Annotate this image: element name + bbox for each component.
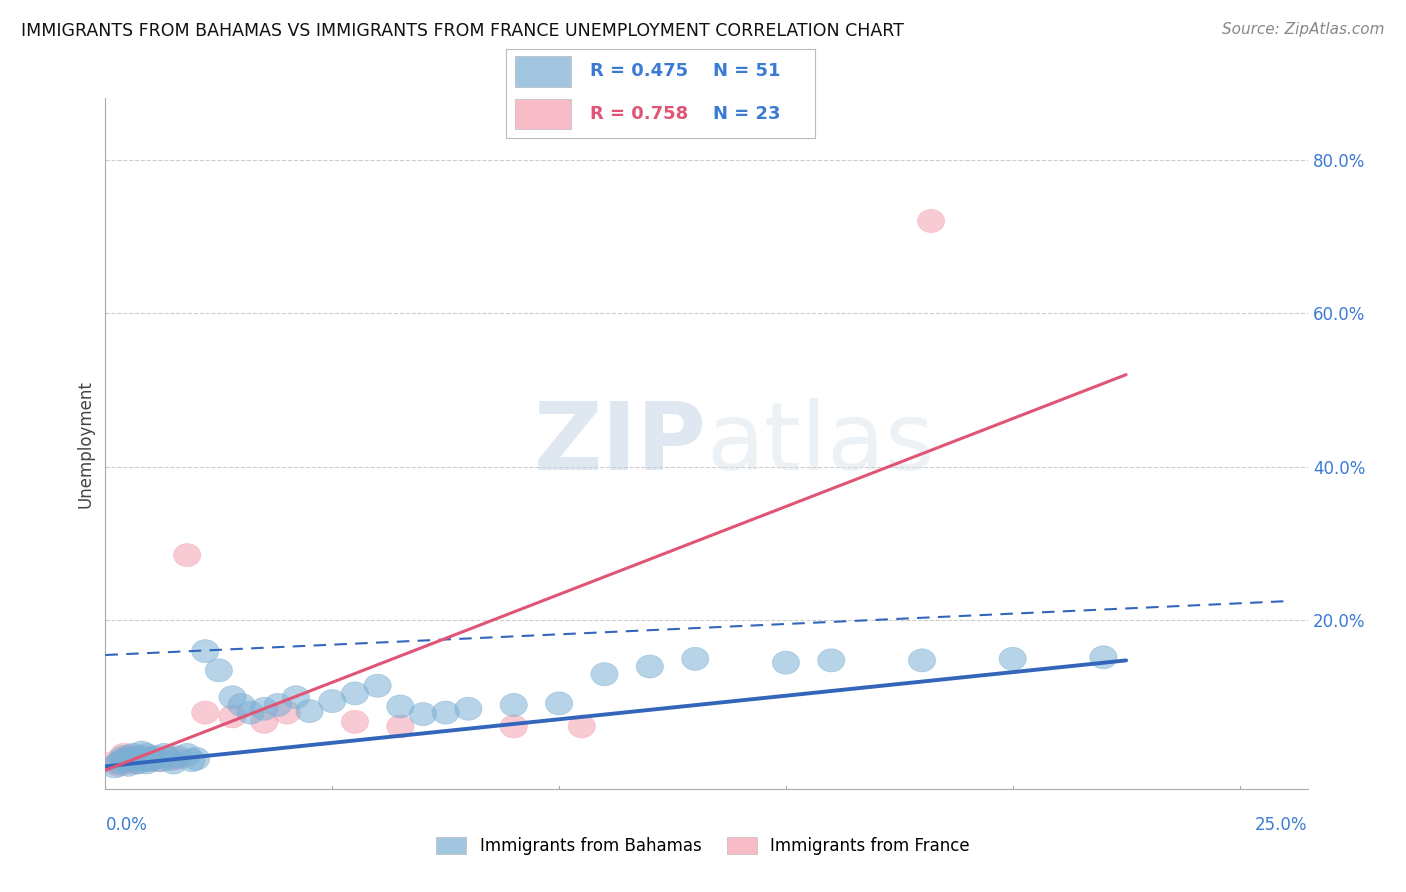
Ellipse shape [283, 686, 309, 709]
Ellipse shape [128, 746, 155, 769]
Ellipse shape [179, 748, 205, 772]
Text: IMMIGRANTS FROM BAHAMAS VS IMMIGRANTS FROM FRANCE UNEMPLOYMENT CORRELATION CHART: IMMIGRANTS FROM BAHAMAS VS IMMIGRANTS FR… [21, 22, 904, 40]
Ellipse shape [501, 714, 527, 738]
Text: Source: ZipAtlas.com: Source: ZipAtlas.com [1222, 22, 1385, 37]
Ellipse shape [364, 674, 391, 698]
Ellipse shape [165, 746, 191, 769]
Ellipse shape [173, 743, 201, 766]
Ellipse shape [297, 699, 323, 723]
Ellipse shape [238, 701, 264, 724]
Ellipse shape [173, 543, 201, 566]
Ellipse shape [250, 710, 278, 733]
Ellipse shape [110, 746, 138, 769]
Ellipse shape [132, 748, 160, 772]
Ellipse shape [110, 743, 138, 766]
Ellipse shape [101, 755, 128, 778]
Ellipse shape [146, 748, 173, 772]
Ellipse shape [319, 690, 346, 713]
Ellipse shape [138, 748, 165, 772]
Ellipse shape [387, 695, 413, 718]
Ellipse shape [250, 698, 278, 721]
Ellipse shape [636, 655, 664, 678]
Ellipse shape [142, 746, 169, 769]
Ellipse shape [273, 701, 301, 724]
Ellipse shape [183, 747, 209, 770]
Ellipse shape [908, 648, 935, 672]
Ellipse shape [110, 748, 138, 772]
Ellipse shape [120, 743, 146, 766]
Ellipse shape [132, 751, 160, 774]
Text: R = 0.475: R = 0.475 [589, 62, 688, 80]
Ellipse shape [432, 701, 460, 724]
Ellipse shape [591, 663, 619, 686]
Ellipse shape [105, 751, 132, 774]
Ellipse shape [120, 748, 146, 772]
Ellipse shape [818, 648, 845, 672]
Ellipse shape [101, 751, 128, 774]
Text: atlas: atlas [707, 398, 935, 490]
Ellipse shape [682, 648, 709, 671]
Text: N = 51: N = 51 [713, 62, 780, 80]
Ellipse shape [138, 747, 165, 770]
Ellipse shape [124, 751, 150, 774]
Ellipse shape [191, 640, 219, 663]
Ellipse shape [772, 651, 800, 674]
Ellipse shape [1000, 648, 1026, 671]
Ellipse shape [132, 743, 160, 766]
Ellipse shape [228, 693, 254, 716]
Ellipse shape [409, 703, 437, 726]
Legend: Immigrants from Bahamas, Immigrants from France: Immigrants from Bahamas, Immigrants from… [430, 830, 976, 862]
Ellipse shape [124, 746, 150, 769]
Ellipse shape [110, 748, 138, 772]
Ellipse shape [501, 693, 527, 716]
Ellipse shape [1090, 646, 1116, 669]
Text: ZIP: ZIP [534, 398, 707, 490]
Ellipse shape [150, 743, 179, 766]
Ellipse shape [128, 748, 155, 772]
Ellipse shape [124, 751, 150, 774]
Ellipse shape [546, 692, 572, 714]
Ellipse shape [568, 714, 595, 738]
Text: R = 0.758: R = 0.758 [589, 105, 688, 123]
Ellipse shape [387, 714, 413, 738]
Text: 0.0%: 0.0% [105, 816, 148, 834]
Ellipse shape [105, 754, 132, 776]
Ellipse shape [128, 741, 155, 764]
Ellipse shape [160, 747, 187, 770]
Text: N = 23: N = 23 [713, 105, 780, 123]
Ellipse shape [155, 747, 183, 770]
Ellipse shape [219, 705, 246, 728]
Ellipse shape [120, 748, 146, 772]
FancyBboxPatch shape [516, 56, 571, 87]
Ellipse shape [114, 747, 142, 770]
Y-axis label: Unemployment: Unemployment [76, 380, 94, 508]
Ellipse shape [205, 659, 232, 681]
Ellipse shape [191, 701, 219, 724]
Text: 25.0%: 25.0% [1256, 816, 1308, 834]
FancyBboxPatch shape [516, 99, 571, 129]
Ellipse shape [138, 747, 165, 770]
Ellipse shape [146, 748, 173, 772]
Ellipse shape [114, 754, 142, 776]
Ellipse shape [342, 710, 368, 733]
Ellipse shape [918, 210, 945, 233]
Ellipse shape [160, 751, 187, 774]
Ellipse shape [454, 698, 482, 721]
Ellipse shape [114, 751, 142, 774]
Ellipse shape [264, 693, 291, 716]
Ellipse shape [114, 746, 142, 769]
Ellipse shape [219, 686, 246, 709]
Ellipse shape [342, 681, 368, 705]
